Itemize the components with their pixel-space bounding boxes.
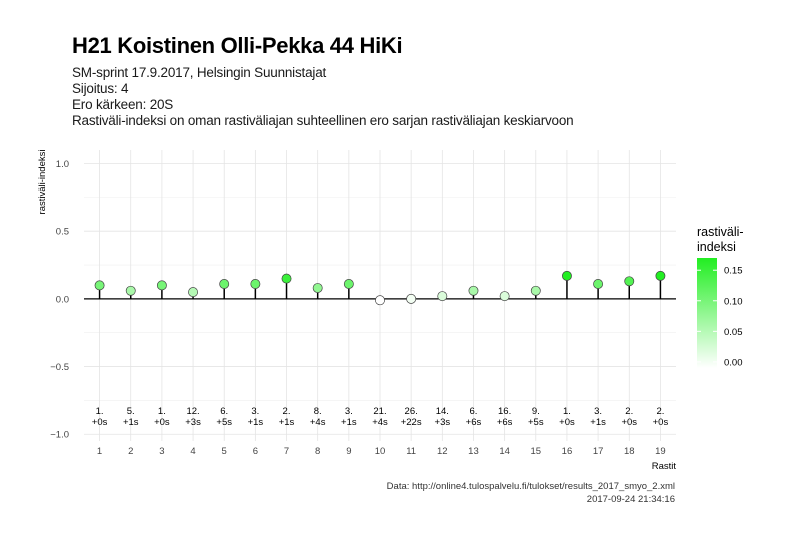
split-rank-label: 14. [436,406,449,417]
legend-tick-label: 0.10 [724,296,743,307]
split-diff-label: +5s [528,417,544,428]
lollipop-point [593,279,604,289]
lollipop-point [499,291,510,302]
split-rank-label: 2. [283,406,291,417]
split-diff-label: +1s [123,417,139,428]
lollipop-point [437,291,448,302]
split-rank-label: 2. [656,406,664,417]
lollipop-point [219,279,230,289]
split-rank-label: 1. [96,406,104,417]
legend-title: rastiväli- [697,225,744,239]
lollipop-point [281,273,292,284]
split-rank-label: 6. [470,406,478,417]
lollipop-point [375,295,385,306]
split-diff-label: +6s [466,417,482,428]
x-tick-label: 1 [97,446,102,457]
split-rank-label: 21. [373,406,386,417]
subtitle-placing: Sijoitus: 4 [72,81,129,96]
lollipop-point [94,280,105,291]
split-rank-label: 26. [405,406,418,417]
split-diff-label: +3s [185,417,201,428]
subtitle-gap: Ero kärkeen: 20S [72,97,174,112]
split-diff-label: +6s [497,417,513,428]
x-tick-label: 7 [284,446,289,457]
split-diff-label: +1s [341,417,357,428]
split-rank-label: 3. [345,406,353,417]
lollipop-point [188,287,199,298]
x-tick-label: 13 [468,446,479,457]
y-axis-title: rastiväli-indeksi [37,150,48,215]
x-tick-label: 19 [655,446,666,457]
x-tick-label: 18 [624,446,635,457]
split-rank-label: 5. [127,406,135,417]
split-diff-label: +0s [621,417,637,428]
split-diff-label: +22s [401,417,422,428]
chart-title: H21 Koistinen Olli-Pekka 44 HiKi [72,33,403,58]
lollipop-point [125,285,136,296]
timestamp: 2017-09-24 21:34:16 [586,494,675,505]
split-rank-label: 3. [251,406,259,417]
split-diff-label: +0s [653,417,669,428]
lollipop-point [343,279,354,289]
x-tick-label: 14 [499,446,510,457]
split-rank-label: 3. [594,406,602,417]
y-tick-label: −0.5 [50,362,69,373]
split-diff-label: +4s [310,417,326,428]
lollipop-point [468,285,479,296]
x-tick-label: 11 [406,446,416,457]
x-tick-label: 17 [593,446,604,457]
lollipop-point [406,293,417,304]
split-diff-label: +3s [435,417,451,428]
x-tick-label: 15 [531,446,542,457]
split-diff-label: +1s [590,417,606,428]
y-tick-label: 1.0 [56,159,69,170]
x-tick-label: 16 [562,446,573,457]
split-rank-label: 2. [625,406,633,417]
split-diff-label: +0s [154,417,170,428]
x-tick-label: 8 [315,446,320,457]
split-rank-label: 12. [186,406,199,417]
x-tick-label: 6 [253,446,258,457]
legend-tick-label: 0.05 [724,327,743,338]
split-rank-label: 9. [532,406,540,417]
split-rank-label: 8. [314,406,322,417]
lollipop-point [156,280,167,291]
split-diff-label: +0s [92,417,108,428]
legend-tick-label: 0.15 [724,266,743,277]
lollipop-point [312,283,323,294]
y-tick-label: 0.5 [56,227,69,238]
subtitle-event: SM-sprint 17.9.2017, Helsingin Suunnista… [72,65,327,80]
legend-tick-label: 0.00 [724,357,743,368]
split-rank-label: 1. [158,406,166,417]
split-diff-label: +4s [372,417,388,428]
split-diff-label: +1s [248,417,264,428]
y-tick-label: 0.0 [56,294,69,305]
x-tick-label: 4 [190,446,195,457]
x-tick-label: 2 [128,446,133,457]
split-rank-label: 1. [563,406,571,417]
x-tick-label: 10 [375,446,386,457]
x-tick-label: 5 [222,446,227,457]
split-diff-label: +1s [279,417,295,428]
lollipop-point [530,285,541,296]
split-diff-label: +5s [216,417,232,428]
x-tick-label: 3 [159,446,164,457]
split-rank-label: 16. [498,406,511,417]
legend-title: indeksi [697,240,736,254]
split-diff-label: +0s [559,417,575,428]
x-tick-label: 9 [346,446,351,457]
data-source: Data: http://online4.tulospalvelu.fi/tul… [386,481,675,492]
lollipop-point [250,279,261,289]
lollipop-point [655,270,666,281]
split-rank-label: 6. [220,406,228,417]
x-tick-label: 12 [437,446,448,457]
lollipop-point [624,276,635,287]
lollipop-point [561,270,572,281]
subtitle-description: Rastiväli-indeksi on oman rastiväliajan … [72,113,574,128]
legend-colorbar [697,258,717,368]
y-tick-label: −1.0 [50,430,69,441]
x-axis-title: Rastit [652,461,677,472]
